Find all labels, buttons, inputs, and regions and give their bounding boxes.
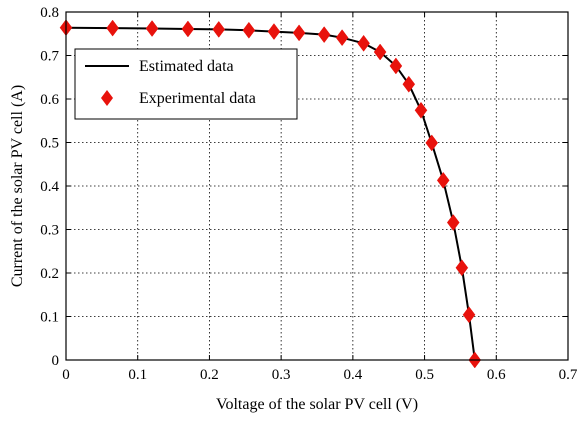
x-tick-label: 0.5 xyxy=(415,367,434,383)
y-axis-label: Current of the solar PV cell (A) xyxy=(9,85,26,287)
experimental-point xyxy=(414,101,428,119)
legend-label-estimated: Estimated data xyxy=(139,58,234,75)
legend: Estimated data Experimental data xyxy=(74,48,298,120)
experimental-point xyxy=(212,20,226,38)
x-tick-label: 0.7 xyxy=(559,367,578,383)
experimental-point xyxy=(425,134,439,152)
experimental-point xyxy=(242,21,256,39)
experimental-point xyxy=(292,24,306,42)
y-tick-label: 0.4 xyxy=(40,179,59,195)
x-tick-label: 0.2 xyxy=(200,367,219,383)
x-tick-label: 0.4 xyxy=(343,367,362,383)
x-tick-labels: 0 0.1 0.2 0.3 0.4 0.5 0.6 0.7 xyxy=(62,367,578,383)
y-tick-label: 0.6 xyxy=(40,92,59,108)
experimental-point xyxy=(335,29,349,47)
y-tick-label: 0.1 xyxy=(40,310,59,326)
experimental-point xyxy=(357,34,370,52)
y-tick-label: 0.2 xyxy=(40,266,59,282)
x-tick-label: 0.1 xyxy=(128,367,147,383)
experimental-point xyxy=(446,214,460,231)
y-tick-label: 0.7 xyxy=(40,49,59,65)
experimental-point xyxy=(462,306,476,324)
x-tick-label: 0.3 xyxy=(272,367,291,383)
legend-diamond-swatch xyxy=(101,90,113,106)
y-tick-label: 0 xyxy=(52,353,60,369)
experimental-point xyxy=(106,19,119,37)
x-tick-label: 0 xyxy=(62,367,70,383)
y-tick-label: 0.5 xyxy=(40,136,59,152)
experimental-point xyxy=(436,171,450,189)
x-tick-label: 0.6 xyxy=(487,367,506,383)
experimental-point xyxy=(389,57,403,75)
x-axis-label: Voltage of the solar PV cell (V) xyxy=(216,396,418,413)
experimental-point xyxy=(402,75,416,93)
legend-box xyxy=(74,48,298,120)
plot-frame xyxy=(65,11,569,361)
legend-label-experimental: Experimental data xyxy=(139,90,256,107)
y-tick-label: 0.8 xyxy=(40,5,59,21)
experimental-point xyxy=(267,23,281,40)
experimental-point xyxy=(455,259,469,277)
experimental-point xyxy=(181,20,195,38)
experimental-series xyxy=(59,19,482,369)
y-tick-label: 0.3 xyxy=(40,223,59,239)
y-tick-labels: 0 0.1 0.2 0.3 0.4 0.5 0.6 0.7 0.8 xyxy=(40,5,59,369)
experimental-point xyxy=(145,20,159,37)
experimental-point xyxy=(317,26,331,44)
experimental-point xyxy=(373,43,387,61)
